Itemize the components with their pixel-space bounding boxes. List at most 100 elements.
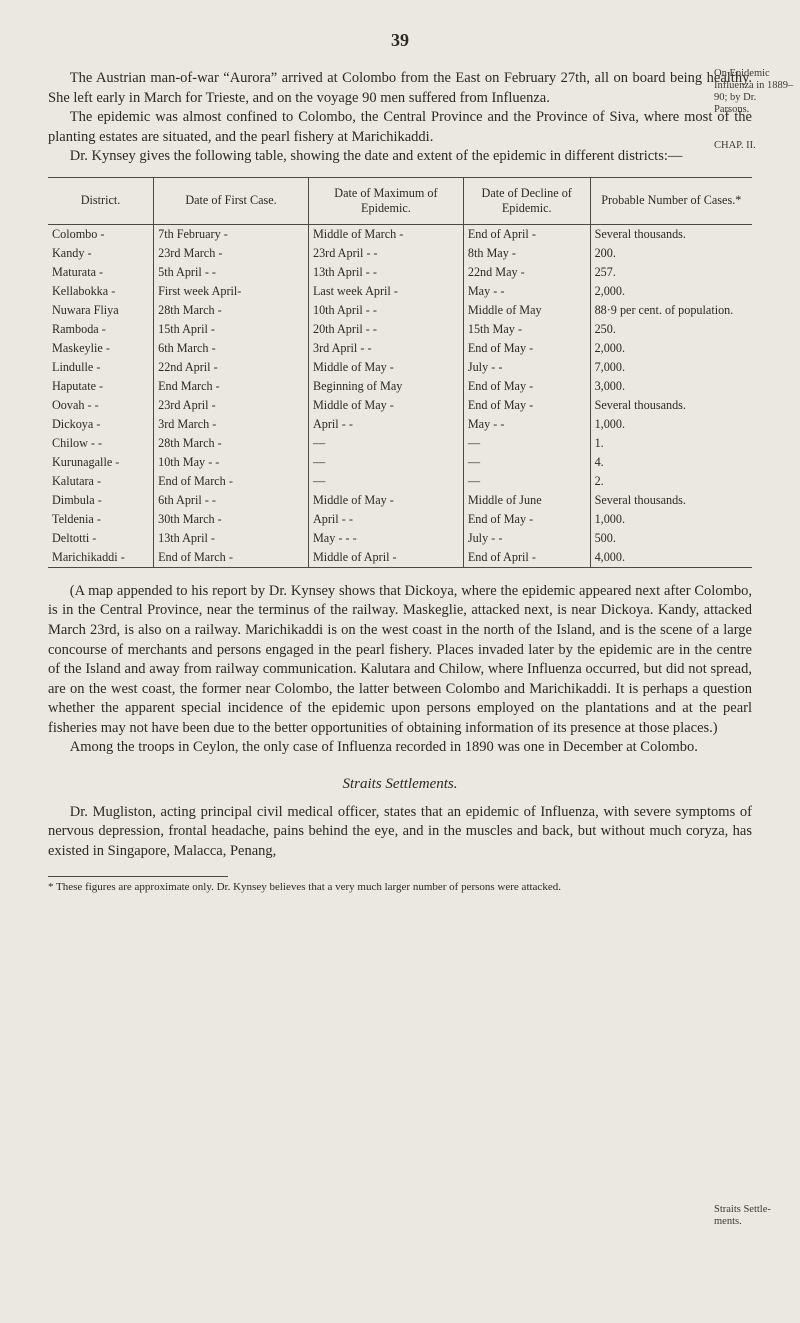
table-row: Maturata -5th April - -13th April - -22n…: [48, 263, 752, 282]
table-cell: 5th April - -: [154, 263, 309, 282]
para-map: (A map appended to his report by Dr. Kyn…: [48, 582, 752, 739]
table-cell: April - -: [308, 415, 463, 434]
table-cell: 4.: [590, 453, 752, 472]
table-cell: Last week April -: [308, 282, 463, 301]
para-troops: Among the troops in Ceylon, the only cas…: [48, 738, 752, 758]
table-cell: End of May -: [463, 339, 590, 358]
table-cell: 3rd March -: [154, 415, 309, 434]
table-cell: —: [308, 434, 463, 453]
para-mugliston: Dr. Mugliston, acting principal civil me…: [48, 803, 752, 862]
col-maximum: Date of Maximum of Epidemic.: [308, 178, 463, 224]
table-cell: 10th May - -: [154, 453, 309, 472]
table-cell: First week April-: [154, 282, 309, 301]
table-cell: 20th April - -: [308, 320, 463, 339]
table-cell: —: [463, 434, 590, 453]
section-heading-straits: Straits Settlements.: [48, 776, 752, 793]
table-row: Haputate -End March -Beginning of MayEnd…: [48, 377, 752, 396]
table-cell: 1,000.: [590, 510, 752, 529]
table-row: Lindulle -22nd April -Middle of May -Jul…: [48, 358, 752, 377]
table-cell: Kurunagalle -: [48, 453, 154, 472]
table-cell: —: [308, 453, 463, 472]
table-cell: Maskeylie -: [48, 339, 154, 358]
intro-block: The Austrian man-of-war “Aurora” arrived…: [48, 69, 752, 167]
table-head: District. Date of First Case. Date of Ma…: [48, 178, 752, 224]
table-cell: 23rd April -: [154, 396, 309, 415]
table-cell: Several thousands.: [590, 491, 752, 510]
table-cell: Chilow - -: [48, 434, 154, 453]
table-cell: 1.: [590, 434, 752, 453]
table-cell: End of April -: [463, 225, 590, 244]
table-cell: Haputate -: [48, 377, 154, 396]
table-cell: 15th May -: [463, 320, 590, 339]
table-cell: Middle of May -: [308, 491, 463, 510]
table-cell: April - -: [308, 510, 463, 529]
table-cell: 7,000.: [590, 358, 752, 377]
table-cell: 30th March -: [154, 510, 309, 529]
table-cell: 7th February -: [154, 225, 309, 244]
col-first-case: Date of First Case.: [154, 178, 309, 224]
margin-note-epidemic: On Epidemic Influenza in 1889–90; by Dr.…: [714, 68, 794, 116]
table-cell: 13th April -: [154, 529, 309, 548]
table-row: Kandy -23rd March -23rd April - -8th May…: [48, 244, 752, 263]
table-cell: —: [463, 472, 590, 491]
margin-note-chapter: CHAP. II.: [714, 140, 794, 152]
table-cell: Several thousands.: [590, 396, 752, 415]
table-cell: Dimbula -: [48, 491, 154, 510]
margin-note-straits: Straits Settle- ments.: [714, 1204, 794, 1228]
table-row: Ramboda -15th April -20th April - -15th …: [48, 320, 752, 339]
table-cell: Deltotti -: [48, 529, 154, 548]
table-cell: Kalutara -: [48, 472, 154, 491]
table-row: Dimbula -6th April - -Middle of May -Mid…: [48, 491, 752, 510]
table-cell: 23rd April - -: [308, 244, 463, 263]
table-cell: 3rd April - -: [308, 339, 463, 358]
table-row: Dickoya -3rd March -April - -May - -1,00…: [48, 415, 752, 434]
table-row: Teldenia -30th March -April - -End of Ma…: [48, 510, 752, 529]
table-cell: 4,000.: [590, 548, 752, 567]
table-cell: Middle of April -: [308, 548, 463, 567]
table-body: Colombo -7th February -Middle of March -…: [48, 225, 752, 567]
table-cell: Maturata -: [48, 263, 154, 282]
table-cell: 2,000.: [590, 339, 752, 358]
table-cell: 15th April -: [154, 320, 309, 339]
table-row: Chilow - -28th March - — —1.: [48, 434, 752, 453]
table-cell: 200.: [590, 244, 752, 263]
table-cell: 1,000.: [590, 415, 752, 434]
table-cell: 6th March -: [154, 339, 309, 358]
table-row: Colombo -7th February -Middle of March -…: [48, 225, 752, 244]
table-cell: Teldenia -: [48, 510, 154, 529]
table-cell: Several thousands.: [590, 225, 752, 244]
table-cell: Colombo -: [48, 225, 154, 244]
table-cell: May - -: [463, 282, 590, 301]
table-row: Marichikaddi -End of March -Middle of Ap…: [48, 548, 752, 567]
table-cell: 500.: [590, 529, 752, 548]
para-confined: The epidemic was almost confined to Colo…: [48, 108, 752, 147]
table-cell: Dickoya -: [48, 415, 154, 434]
table-cell: End of March -: [154, 548, 309, 567]
footnote-rule: [48, 876, 228, 877]
table-row: Nuwara Fliya28th March -10th April - -Mi…: [48, 301, 752, 320]
table-cell: Nuwara Fliya: [48, 301, 154, 320]
table-cell: 250.: [590, 320, 752, 339]
table-cell: Oovah - -: [48, 396, 154, 415]
table-cell: 8th May -: [463, 244, 590, 263]
table-row: Maskeylie -6th March -3rd April - -End o…: [48, 339, 752, 358]
page: 39 On Epidemic Influenza in 1889–90; by …: [0, 0, 800, 1323]
table-row: Kellabokka -First week April-Last week A…: [48, 282, 752, 301]
table-cell: Middle of May -: [308, 396, 463, 415]
table-row: Oovah - -23rd April -Middle of May -End …: [48, 396, 752, 415]
straits-block: Dr. Mugliston, acting principal civil me…: [48, 803, 752, 862]
table-cell: 28th March -: [154, 301, 309, 320]
table-cell: Marichikaddi -: [48, 548, 154, 567]
table-cell: Kandy -: [48, 244, 154, 263]
table-cell: End March -: [154, 377, 309, 396]
table-cell: Middle of March -: [308, 225, 463, 244]
table-cell: May - -: [463, 415, 590, 434]
col-cases: Probable Number of Cases.*: [590, 178, 752, 224]
para-kynsey-table: Dr. Kynsey gives the following table, sh…: [48, 147, 752, 167]
epidemic-table: District. Date of First Case. Date of Ma…: [48, 178, 752, 567]
table-cell: 13th April - -: [308, 263, 463, 282]
para-aurora: The Austrian man-of-war “Aurora” arrived…: [48, 69, 752, 108]
table-cell: End of May -: [463, 510, 590, 529]
col-district: District.: [48, 178, 154, 224]
col-decline: Date of Decline of Epidemic.: [463, 178, 590, 224]
